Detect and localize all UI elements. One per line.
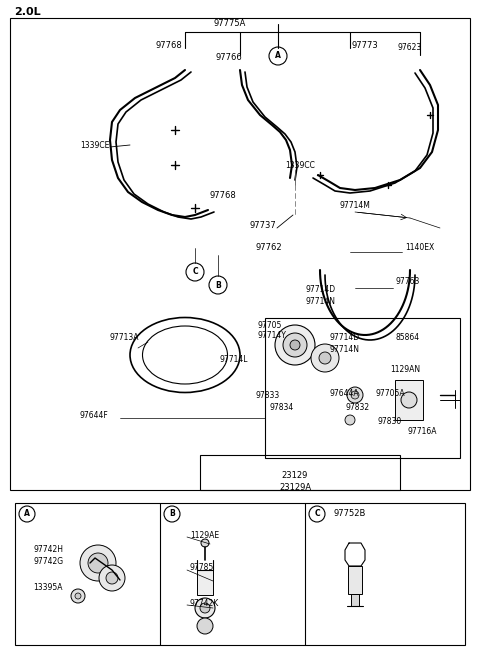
Circle shape: [290, 340, 300, 350]
Bar: [200, 455, 400, 490]
Circle shape: [197, 618, 213, 634]
Text: 97768: 97768: [210, 191, 237, 200]
Circle shape: [275, 325, 315, 365]
Text: C: C: [192, 267, 198, 276]
Text: 97714M: 97714M: [340, 200, 371, 210]
Bar: [15, 503, 465, 645]
Bar: [10, 18, 470, 490]
Text: 97742G: 97742G: [33, 557, 63, 567]
Circle shape: [351, 391, 359, 399]
Text: 97644A: 97644A: [330, 388, 360, 398]
Text: 97705: 97705: [258, 320, 282, 329]
Circle shape: [71, 589, 85, 603]
Bar: [351, 594, 359, 606]
Text: 23129A: 23129A: [279, 483, 311, 491]
Text: 97714Y: 97714Y: [258, 331, 287, 341]
Text: 97834: 97834: [270, 403, 294, 413]
Text: 97773: 97773: [352, 41, 379, 50]
Text: 97714N: 97714N: [305, 297, 335, 307]
Text: 97832: 97832: [345, 403, 369, 411]
Text: 97766: 97766: [215, 54, 242, 62]
Text: 97833: 97833: [255, 390, 279, 400]
Text: 97775A: 97775A: [214, 20, 246, 29]
Text: 97714L: 97714L: [220, 356, 249, 364]
Text: 97644F: 97644F: [80, 411, 109, 419]
Text: A: A: [275, 52, 281, 60]
Text: 97716A: 97716A: [408, 428, 437, 436]
Circle shape: [200, 603, 210, 613]
Text: 2.0L: 2.0L: [14, 7, 41, 17]
Bar: [265, 318, 460, 458]
Text: 97714D: 97714D: [305, 286, 335, 295]
Text: 97768: 97768: [155, 41, 182, 50]
Text: 97752B: 97752B: [333, 510, 365, 519]
Circle shape: [106, 572, 118, 584]
Text: 1140EX: 1140EX: [405, 244, 434, 252]
Text: 13395A: 13395A: [33, 584, 62, 593]
Bar: [197, 570, 213, 595]
Text: B: B: [169, 510, 175, 519]
Text: C: C: [314, 510, 320, 519]
Text: 97762: 97762: [255, 244, 282, 252]
Text: 97742K: 97742K: [190, 599, 219, 607]
Circle shape: [88, 553, 108, 573]
Text: B: B: [215, 280, 221, 290]
Circle shape: [195, 598, 215, 618]
Circle shape: [201, 539, 209, 547]
Text: 97705A: 97705A: [375, 388, 405, 398]
Circle shape: [319, 352, 331, 364]
Text: 1129AE: 1129AE: [190, 531, 219, 540]
Circle shape: [80, 545, 116, 581]
Bar: [395, 380, 423, 420]
Circle shape: [99, 565, 125, 591]
Text: 23129: 23129: [282, 470, 308, 479]
Text: 97742H: 97742H: [33, 546, 63, 555]
Text: 1129AN: 1129AN: [390, 365, 420, 375]
Text: 85864: 85864: [395, 333, 419, 343]
Text: 97713A: 97713A: [110, 333, 140, 343]
Text: 97785: 97785: [190, 563, 214, 572]
Text: 97763: 97763: [395, 278, 420, 286]
Text: 97830: 97830: [378, 417, 402, 426]
Circle shape: [347, 387, 363, 403]
Text: A: A: [24, 510, 30, 519]
Bar: [348, 566, 362, 594]
Text: 97714N: 97714N: [330, 345, 360, 354]
Text: 97737: 97737: [250, 221, 277, 229]
Text: 97623: 97623: [398, 43, 422, 52]
Text: 1339CC: 1339CC: [285, 160, 315, 170]
Text: 97714D: 97714D: [330, 333, 360, 343]
Text: 1339CE: 1339CE: [80, 141, 109, 149]
Circle shape: [345, 415, 355, 425]
Circle shape: [283, 333, 307, 357]
Circle shape: [401, 392, 417, 408]
Circle shape: [311, 344, 339, 372]
Circle shape: [75, 593, 81, 599]
